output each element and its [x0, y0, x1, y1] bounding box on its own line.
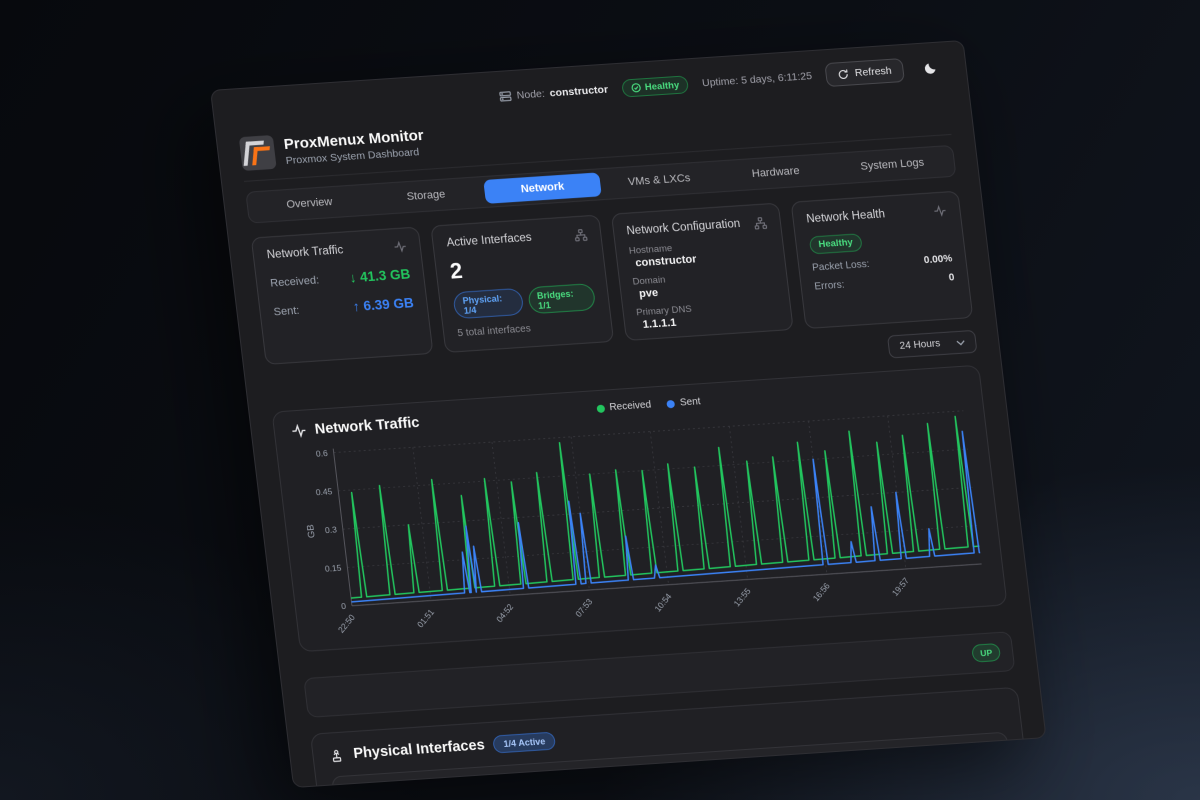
svg-text:19:57: 19:57: [890, 575, 911, 598]
svg-text:0: 0: [341, 601, 347, 611]
theme-toggle-button[interactable]: [916, 54, 945, 82]
uptime-text: Uptime: 5 days, 6:11:25: [701, 70, 813, 90]
physical-interfaces-card: Physical Interfaces 1/4 Active enp3s0 Ph…: [309, 686, 1030, 789]
dashboard-window: Node: constructor Healthy Uptime: 5 days…: [210, 39, 1047, 789]
svg-text:0.6: 0.6: [315, 448, 328, 459]
stat-cards-row: Network Traffic Received: ↓ 41.3 GB Sent…: [250, 190, 974, 365]
svg-text:0.15: 0.15: [324, 563, 342, 574]
svg-text:22:50: 22:50: [336, 612, 357, 635]
tab-overview[interactable]: Overview: [285, 196, 334, 212]
svg-text:04:52: 04:52: [494, 602, 515, 625]
packet-loss-value: 0.00%: [923, 252, 953, 266]
network-icon: [573, 228, 588, 242]
dashboard-panel: Node: constructor Healthy Uptime: 5 days…: [210, 39, 1047, 789]
active-count-badge: 1/4 Active: [492, 731, 557, 754]
packet-loss-label: Packet Loss:: [811, 258, 871, 273]
svg-text:07:53: 07:53: [573, 596, 594, 619]
refresh-icon: [837, 68, 849, 80]
tab-system-logs[interactable]: System Logs: [859, 156, 925, 174]
activity-icon: [933, 204, 947, 217]
network-tree-icon: [753, 216, 768, 230]
health-status-badge: Healthy: [808, 232, 863, 255]
activity-icon: [393, 240, 407, 253]
up-badge: UP: [971, 642, 1002, 663]
interface-name: enp3s0: [371, 785, 414, 788]
received-dot-icon: [596, 404, 605, 413]
svg-text:01:51: 01:51: [415, 607, 436, 630]
card-title: Network Traffic: [266, 244, 344, 262]
activity-icon: [290, 423, 308, 438]
card-title: Network Health: [805, 208, 886, 226]
traffic-chart: 0 0.15 0.3 0.45 0.6 22:50 01:51 04:52 07:53 10:54…: [305, 410, 982, 635]
svg-text:0.3: 0.3: [324, 525, 337, 536]
chart-title: Network Traffic: [313, 414, 421, 438]
tab-hardware[interactable]: Hardware: [751, 165, 801, 181]
interface-type-badge: Physical: [421, 779, 479, 789]
errors-label: Errors:: [813, 278, 846, 292]
tab-network[interactable]: Network: [482, 172, 603, 204]
total-interfaces-text: 5 total interfaces: [456, 323, 532, 340]
node-value: constructor: [549, 83, 609, 100]
received-label: Received:: [269, 273, 320, 289]
utility-bar: Node: constructor Healthy Uptime: 5 days…: [234, 50, 945, 131]
proxmenux-logo: [238, 134, 277, 172]
network-configuration-card: Network Configuration Hostname construct…: [610, 202, 794, 342]
time-range-select[interactable]: 24 Hours: [887, 329, 978, 359]
tab-vms-lxcs[interactable]: VMs & LXCs: [627, 172, 691, 189]
network-health-card: Network Health Healthy Packet Loss: 0.00…: [790, 190, 974, 330]
errors-value: 0: [948, 271, 956, 283]
legend-item-sent: Sent: [666, 396, 701, 409]
node-indicator: Node: constructor: [499, 84, 609, 103]
svg-text:13:55: 13:55: [732, 586, 753, 609]
received-value: ↓ 41.3 GB: [348, 266, 412, 286]
bridges-count-badge: Bridges: 1/1: [526, 283, 596, 315]
health-badge: Healthy: [620, 75, 690, 98]
sent-value: ↑ 6.39 GB: [352, 295, 415, 314]
physical-interfaces-title: Physical Interfaces: [352, 737, 486, 762]
moon-icon: [923, 61, 939, 76]
chevron-down-icon: [956, 339, 966, 346]
svg-text:10:54: 10:54: [652, 591, 673, 614]
interface-count: 2: [448, 257, 464, 284]
physical-count-badge: Physical: 1/4: [452, 287, 525, 320]
tab-storage[interactable]: Storage: [406, 188, 446, 204]
sent-dot-icon: [666, 399, 676, 408]
node-label: Node:: [516, 87, 546, 102]
network-traffic-chart-card: Network Traffic Received Sent 0 0.15 0.3 0.…: [271, 364, 1008, 653]
svg-text:GB: GB: [305, 524, 318, 538]
check-circle-icon: [630, 82, 641, 93]
refresh-button[interactable]: Refresh: [824, 58, 905, 88]
sent-label: Sent:: [272, 304, 300, 318]
active-interfaces-card: Active Interfaces 2 Physical: 1/4 Bridge…: [430, 214, 614, 353]
network-traffic-card: Network Traffic Received: ↓ 41.3 GB Sent…: [250, 226, 434, 365]
ethernet-port-icon: [328, 747, 346, 764]
card-title: Network Configuration: [625, 218, 741, 238]
card-title: Active Interfaces: [446, 232, 533, 250]
svg-text:0.45: 0.45: [315, 486, 333, 497]
svg-text:16:56: 16:56: [811, 581, 832, 604]
range-row: 24 Hours: [267, 329, 978, 400]
server-icon: [499, 90, 512, 103]
